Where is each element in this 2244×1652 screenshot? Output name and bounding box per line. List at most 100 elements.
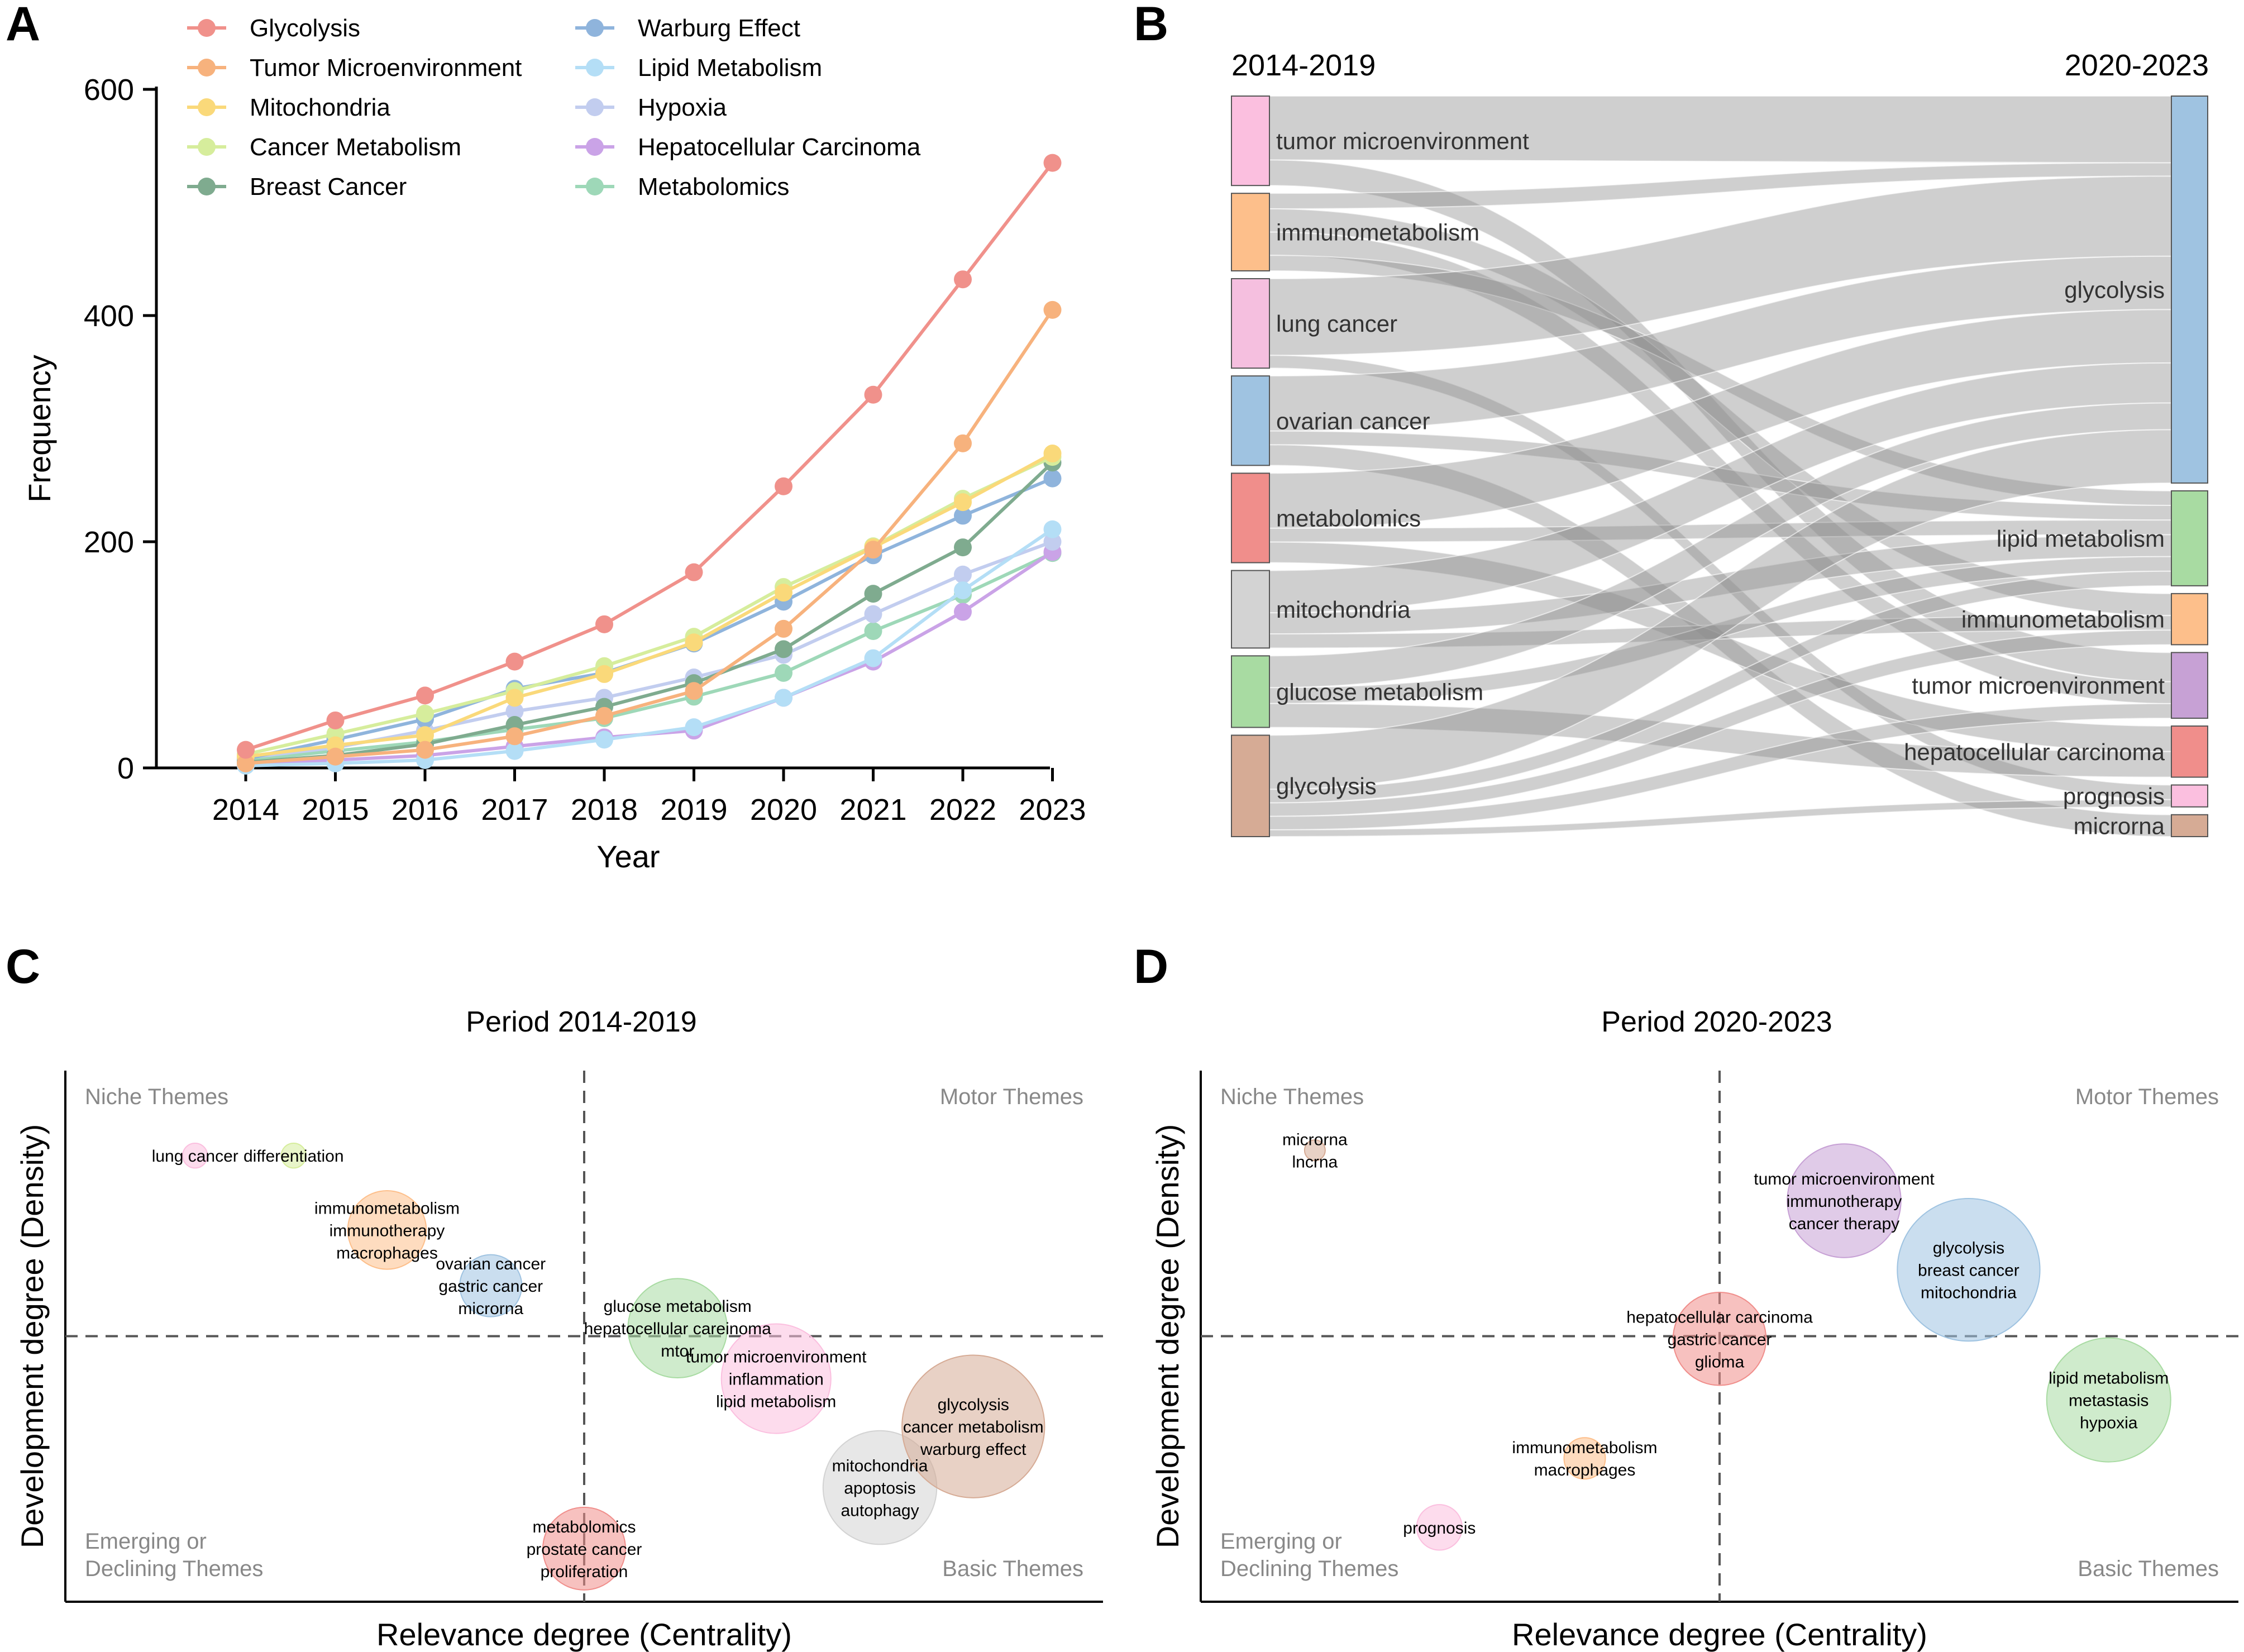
series-breast-cancer [237, 453, 1062, 771]
data-point [954, 538, 972, 557]
data-point [1043, 300, 1062, 319]
legend-marker [198, 59, 216, 77]
bubble-label-layer: microrna lncrna tumor microenvironment immu… [1282, 1131, 2169, 1538]
quadrant-label-emerging: Emerging or [85, 1529, 207, 1554]
legend-item: Metabolomics [575, 173, 789, 200]
legend-label: Breast Cancer [250, 173, 407, 200]
series-line [245, 309, 1054, 765]
data-point [775, 663, 792, 682]
x-axis-title: Relevance degree (Centrality) [1512, 1617, 1927, 1652]
data-point [326, 747, 345, 766]
panel-c-letter: C [6, 940, 40, 994]
bubble-label: metabolomics [532, 1518, 636, 1536]
bubble-label: gastric cancer [438, 1277, 543, 1296]
x-tick-label: 2017 [481, 793, 548, 827]
sankey-left-node: mitochondria [1231, 570, 1411, 649]
sankey-right-node: immunometabolism [1961, 593, 2208, 646]
legend-marker [586, 19, 604, 37]
legend-label: Hepatocellular Carcinoma [638, 133, 921, 161]
data-point [505, 689, 524, 707]
bubble-label: mitochondria [832, 1457, 928, 1476]
data-point [1043, 533, 1062, 551]
x-tick-label: 2019 [660, 793, 727, 827]
sankey-right-node: microrna [2074, 813, 2208, 839]
legend-marker [198, 19, 216, 37]
series-line [245, 476, 1053, 761]
theme-bubble [901, 1354, 1045, 1498]
data-point [775, 640, 792, 658]
panel-d-letter: D [1134, 940, 1168, 994]
bubble-label: immunotherapy [330, 1221, 445, 1240]
sankey-left-node: ovarian cancer [1231, 375, 1430, 466]
theme-bubble [1416, 1504, 1463, 1551]
sankey-node-label: immunometabolism [1961, 607, 2165, 633]
data-point [595, 665, 613, 683]
legend-item: Hypoxia [575, 94, 727, 121]
y-tick-label: 200 [84, 526, 134, 559]
bubble-label: inflammation [729, 1371, 824, 1389]
data-point [775, 584, 792, 602]
legend-item: Mitochondria [187, 94, 390, 121]
sankey-right-node: prognosis [2063, 783, 2208, 809]
sankey-panel: 2014-2019 2020-2023 tumor microenvironment… [1231, 49, 2209, 839]
bubble-label: prostate cancer [527, 1540, 642, 1559]
sankey-node-label: prognosis [2063, 783, 2165, 809]
sankey-node-label: lung cancer [1276, 311, 1397, 337]
x-axis-title: Year [596, 839, 660, 874]
sankey-node-bar [2171, 652, 2208, 719]
series-lipid-metabolism [237, 520, 1062, 775]
series-line [245, 161, 1054, 752]
data-point [595, 615, 613, 633]
sankey-node-bar [2171, 814, 2208, 837]
data-point [775, 689, 792, 707]
quadrant-label-declining: Declining Themes [85, 1556, 263, 1581]
bubble-layer [182, 1142, 1045, 1591]
bubble-label: metastasis [2069, 1392, 2148, 1410]
data-point [237, 754, 255, 772]
sankey-left-node: metabolomics [1231, 472, 1421, 564]
bubble-label: immunometabolism [314, 1199, 460, 1217]
data-point [685, 718, 703, 737]
legend-item: Breast Cancer [187, 173, 407, 200]
sankey-node-label: glycolysis [2064, 276, 2165, 303]
series-tumor-microenvironment [237, 300, 1062, 772]
data-point [326, 711, 345, 729]
legend-item: Cancer Metabolism [187, 133, 461, 161]
sankey-left-node: glycolysis [1231, 734, 1377, 838]
y-axis-title: Development degree (Density) [15, 1124, 50, 1548]
theme-bubble [542, 1506, 626, 1591]
data-point [595, 730, 613, 749]
bubble-label: lipid metabolism [2049, 1369, 2169, 1388]
data-point [864, 541, 882, 559]
bubble-label: gastric cancer [1668, 1330, 1772, 1349]
legend-marker [198, 178, 216, 195]
theme-bubble [1787, 1143, 1902, 1258]
bubble-chart-panel-c: Period 2014-2019 Niche Themes Motor Themes… [15, 1006, 1103, 1652]
y-axis-title: Development degree (Density) [1150, 1124, 1185, 1548]
quadrant-label-basic: Basic Themes [942, 1556, 1083, 1581]
sankey-flows [1269, 95, 2172, 838]
theme-bubble [1897, 1197, 2041, 1342]
x-tick-label: 2015 [302, 793, 369, 827]
data-point [775, 477, 792, 495]
sankey-node-label: immunometabolism [1276, 219, 1479, 246]
sankey-node-bar [1231, 655, 1270, 728]
quadrant-label-declining: Declining Themes [1220, 1556, 1398, 1581]
x-tick-label: 2014 [212, 793, 279, 827]
series-line [245, 461, 1054, 764]
x-axis-title: Relevance degree (Centrality) [376, 1617, 792, 1652]
sankey-node-bar [2171, 784, 2208, 808]
legend-label: Hypoxia [638, 94, 727, 121]
theme-bubble [459, 1254, 523, 1317]
legend-marker [586, 59, 604, 77]
bubble-label: warburg effect [920, 1440, 1026, 1459]
theme-bubble [1672, 1292, 1767, 1386]
data-point [505, 742, 524, 760]
sankey-left-node: immunometabolism [1231, 193, 1479, 271]
sankey-node-label: metabolomics [1276, 505, 1421, 531]
sankey-node-label: lipid metabolism [1997, 526, 2165, 552]
data-point [685, 682, 703, 700]
y-tick-label: 400 [84, 299, 134, 333]
legend-label: Metabolomics [638, 173, 789, 200]
sankey-left-period: 2014-2019 [1231, 49, 1376, 82]
